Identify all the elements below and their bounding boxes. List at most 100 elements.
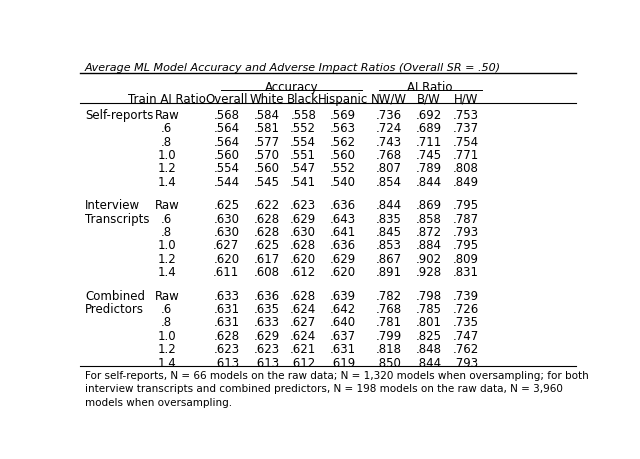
Text: .613: .613 [254, 357, 280, 370]
Text: .787: .787 [453, 213, 479, 225]
Text: .628: .628 [254, 213, 280, 225]
Text: .625: .625 [254, 240, 280, 252]
Text: .560: .560 [213, 149, 239, 162]
Text: .844: .844 [415, 357, 442, 370]
Text: .737: .737 [453, 122, 479, 135]
Text: .754: .754 [453, 135, 479, 149]
Text: .627: .627 [290, 317, 316, 330]
Text: .789: .789 [415, 162, 442, 175]
Text: .541: .541 [290, 176, 316, 189]
Text: .619: .619 [330, 357, 356, 370]
Text: .621: .621 [290, 343, 316, 356]
Text: .643: .643 [330, 213, 356, 225]
Text: For self-reports, N = 66 models on the raw data; N = 1,320 models when oversampl: For self-reports, N = 66 models on the r… [85, 371, 589, 381]
Text: .745: .745 [415, 149, 442, 162]
Text: .545: .545 [254, 176, 280, 189]
Text: 1.4: 1.4 [157, 266, 176, 280]
Text: Raw: Raw [154, 199, 179, 212]
Text: .627: .627 [213, 240, 239, 252]
Text: .629: .629 [290, 213, 316, 225]
Text: .628: .628 [290, 290, 316, 302]
Text: .636: .636 [254, 290, 280, 302]
Text: .782: .782 [376, 290, 401, 302]
Text: Predictors: Predictors [85, 303, 144, 316]
Text: .692: .692 [415, 109, 442, 122]
Text: .902: .902 [415, 253, 442, 266]
Text: .831: .831 [453, 266, 479, 280]
Text: 1.2: 1.2 [157, 253, 176, 266]
Text: .854: .854 [376, 176, 401, 189]
Text: .570: .570 [254, 149, 280, 162]
Text: .795: .795 [453, 240, 479, 252]
Text: .544: .544 [213, 176, 239, 189]
Text: .8: .8 [161, 226, 172, 239]
Text: .617: .617 [254, 253, 280, 266]
Text: .799: .799 [376, 330, 402, 343]
Text: .637: .637 [330, 330, 356, 343]
Text: .642: .642 [330, 303, 356, 316]
Text: .835: .835 [376, 213, 401, 225]
Text: .554: .554 [290, 135, 316, 149]
Text: .620: .620 [290, 253, 316, 266]
Text: Accuracy: Accuracy [265, 80, 318, 94]
Text: White: White [250, 93, 284, 106]
Text: 1.0: 1.0 [157, 149, 176, 162]
Text: .562: .562 [330, 135, 356, 149]
Text: .641: .641 [330, 226, 356, 239]
Text: 1.0: 1.0 [157, 240, 176, 252]
Text: .584: .584 [254, 109, 280, 122]
Text: .630: .630 [213, 213, 239, 225]
Text: .809: .809 [453, 253, 479, 266]
Text: .753: .753 [453, 109, 479, 122]
Text: .808: .808 [453, 162, 479, 175]
Text: .552: .552 [290, 122, 316, 135]
Text: .726: .726 [452, 303, 479, 316]
Text: .6: .6 [161, 213, 172, 225]
Text: .628: .628 [213, 330, 239, 343]
Text: .736: .736 [376, 109, 401, 122]
Text: .623: .623 [254, 343, 280, 356]
Text: .635: .635 [254, 303, 280, 316]
Text: .825: .825 [416, 330, 442, 343]
Text: .711: .711 [415, 135, 442, 149]
Text: .612: .612 [290, 266, 316, 280]
Text: .872: .872 [415, 226, 442, 239]
Text: .633: .633 [254, 317, 280, 330]
Text: .849: .849 [453, 176, 479, 189]
Text: 1.2: 1.2 [157, 162, 176, 175]
Text: .891: .891 [376, 266, 401, 280]
Text: .563: .563 [330, 122, 356, 135]
Text: .636: .636 [330, 199, 356, 212]
Text: 1.4: 1.4 [157, 357, 176, 370]
Text: Raw: Raw [154, 109, 179, 122]
Text: Raw: Raw [154, 290, 179, 302]
Text: .611: .611 [213, 266, 239, 280]
Text: .795: .795 [453, 199, 479, 212]
Text: .640: .640 [330, 317, 356, 330]
Text: .629: .629 [254, 330, 280, 343]
Text: Average ML Model Accuracy and Adverse Impact Ratios (Overall SR = .50): Average ML Model Accuracy and Adverse Im… [85, 63, 501, 73]
Text: Overall: Overall [205, 93, 248, 106]
Text: Hispanic: Hispanic [317, 93, 368, 106]
Text: .633: .633 [213, 290, 239, 302]
Text: .807: .807 [376, 162, 401, 175]
Text: .869: .869 [415, 199, 442, 212]
Text: .628: .628 [254, 226, 280, 239]
Text: .884: .884 [416, 240, 442, 252]
Text: Interview: Interview [85, 199, 140, 212]
Text: .639: .639 [330, 290, 356, 302]
Text: .613: .613 [213, 357, 239, 370]
Text: .620: .620 [213, 253, 239, 266]
Text: .631: .631 [330, 343, 356, 356]
Text: .630: .630 [213, 226, 239, 239]
Text: .554: .554 [213, 162, 239, 175]
Text: .623: .623 [213, 343, 239, 356]
Text: .771: .771 [452, 149, 479, 162]
Text: .630: .630 [290, 226, 316, 239]
Text: Self-reports: Self-reports [85, 109, 154, 122]
Text: .724: .724 [376, 122, 402, 135]
Text: .628: .628 [290, 240, 316, 252]
Text: .844: .844 [415, 176, 442, 189]
Text: B/W: B/W [417, 93, 440, 106]
Text: H/W: H/W [454, 93, 478, 106]
